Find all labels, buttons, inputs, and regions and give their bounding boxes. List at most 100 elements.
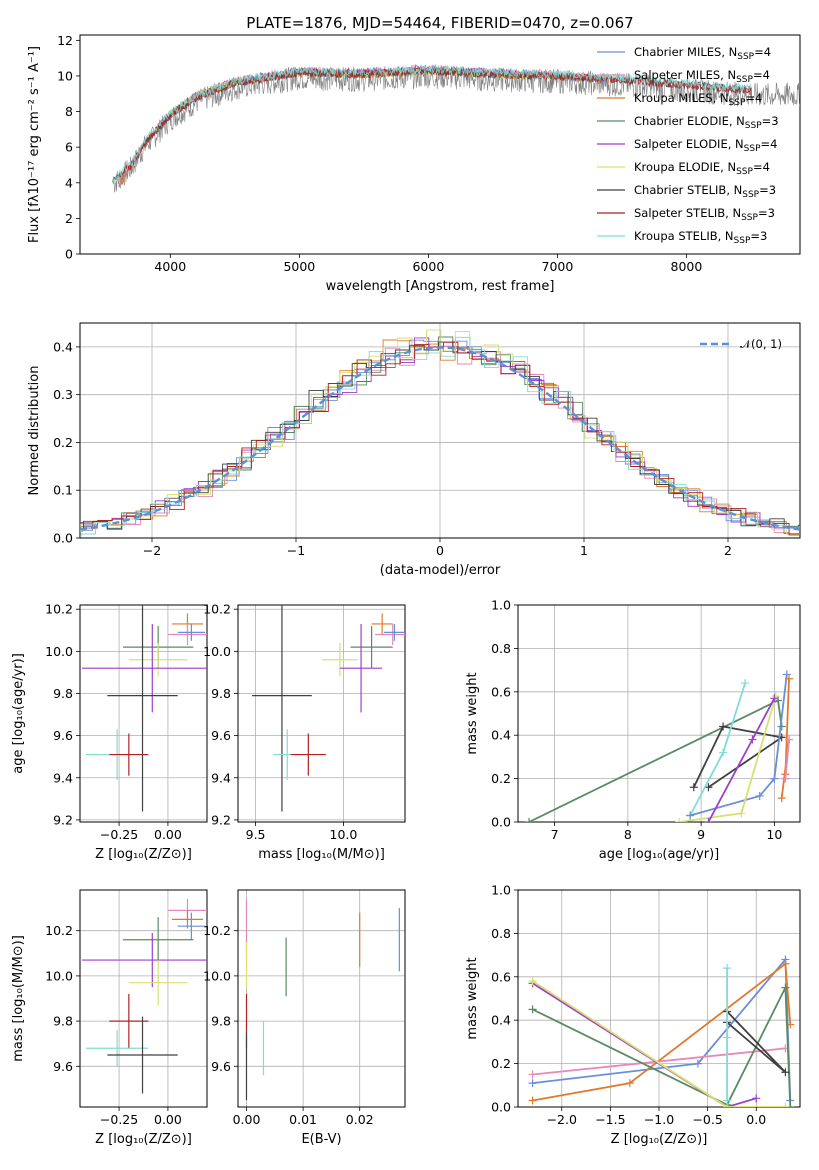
axes-frame xyxy=(517,889,801,1108)
x-tick-label: 9.5 xyxy=(246,827,266,842)
weight-marker xyxy=(625,1079,634,1088)
x-tick-label: −1.5 xyxy=(595,1112,625,1127)
axes-frame xyxy=(79,322,801,539)
legend-value: =4 xyxy=(753,68,770,82)
weight-marker xyxy=(704,818,713,822)
axes-frame xyxy=(79,889,208,1108)
legend-subscript: SSP xyxy=(736,75,753,85)
histogram-step xyxy=(80,336,800,537)
weight-marker xyxy=(748,735,757,744)
x-tick-label: 7000 xyxy=(542,259,574,274)
x-axis-label: Z [log₁₀(Z/Z⊙)] xyxy=(95,847,192,862)
x-tick-label: 10.0 xyxy=(330,827,358,842)
y-tick-label: 10.2 xyxy=(203,923,231,938)
legend-value: =4 xyxy=(753,160,770,174)
legend-subscript: SSP xyxy=(736,167,753,177)
panel-4: 7 8 9 10 0.0 0.2 0.4 0.6 0.8 1.0 age [log₁₀(age/yr… xyxy=(465,598,801,862)
y-tick-label: 10.0 xyxy=(45,968,73,983)
y-tick-label: 6 xyxy=(65,140,73,155)
y-tick-label: 8 xyxy=(65,104,73,119)
legend-entry: Salpeter STELIB, NSSP=3 xyxy=(634,206,775,223)
y-axis-label: mass weight xyxy=(465,957,480,1039)
weight-marker xyxy=(741,679,750,688)
legend-entry: Salpeter MILES, NSSP=4 xyxy=(634,68,770,85)
axes-frame xyxy=(237,889,406,1108)
y-tick-label: 0.4 xyxy=(491,728,511,743)
y-tick-label: 0.8 xyxy=(491,641,511,656)
y-axis-label: Flux [fλ10⁻¹⁷ erg cm⁻² s⁻¹ A⁻¹] xyxy=(27,46,42,243)
x-axis-label: wavelength [Angstrom, rest frame] xyxy=(326,279,555,294)
panel-2: −0.25 0.00 9.2 9.4 9.6 9.8 10.0 10.2 Z [log₁₀(Z/… xyxy=(11,602,208,862)
weight-marker xyxy=(719,722,728,731)
chart-title: PLATE=1876, MJD=54464, FIBERID=0470, z=0… xyxy=(246,14,633,32)
weight-marker xyxy=(737,809,746,818)
panel-6: 0.00 0.01 0.02 9.6 9.8 10.0 10.2 E(B-V) xyxy=(203,889,406,1147)
legend-value: =3 xyxy=(750,229,767,243)
weight-marker xyxy=(528,1079,537,1088)
y-tick-label: 0.8 xyxy=(491,926,511,941)
x-tick-label: 0.00 xyxy=(233,1112,261,1127)
y-tick-label: 9.6 xyxy=(211,728,231,743)
x-tick-label: 0.0 xyxy=(746,1112,766,1127)
weight-marker xyxy=(528,1070,537,1079)
x-tick-label: 8 xyxy=(624,827,632,842)
model-spectrum-line xyxy=(111,64,752,184)
weight-line xyxy=(689,682,746,816)
weight-marker xyxy=(528,1096,537,1105)
x-tick-label: 0.02 xyxy=(346,1112,374,1127)
weight-marker xyxy=(675,818,684,822)
y-tick-label: 10.2 xyxy=(45,602,73,617)
legend-entry: Chabrier ELODIE, NSSP=3 xyxy=(634,114,779,131)
x-axis-label: E(B-V) xyxy=(301,1132,341,1147)
legend-entry: Salpeter ELODIE, NSSP=4 xyxy=(634,137,777,154)
legend-subscript: SSP xyxy=(737,52,754,62)
y-tick-label: 10.2 xyxy=(45,923,73,938)
y-tick-label: 10.0 xyxy=(203,968,231,983)
histograms xyxy=(80,329,800,537)
legend: Chabrier MILES, NSSP=4 Salpeter MILES, NS… xyxy=(597,45,779,246)
x-tick-label: 9 xyxy=(697,827,705,842)
x-tick-label: 5000 xyxy=(283,259,315,274)
weight-marker xyxy=(781,959,790,968)
error-bars xyxy=(81,605,207,812)
x-tick-label: 1 xyxy=(580,543,588,558)
legend-value: =3 xyxy=(759,183,776,197)
x-axis-label: (data-model)/error xyxy=(380,563,501,578)
y-tick-label: 0.2 xyxy=(491,771,511,786)
y-tick-label: 9.2 xyxy=(53,812,73,827)
y-tick-label: 2 xyxy=(65,211,73,226)
x-tick-label: 8000 xyxy=(671,259,703,274)
weight-marker xyxy=(786,1103,795,1107)
x-tick-label: 0 xyxy=(436,543,444,558)
x-tick-label: −2 xyxy=(143,543,161,558)
weight-marker xyxy=(777,794,786,803)
histogram-step xyxy=(80,336,800,535)
y-tick-label: 9.8 xyxy=(211,1014,231,1029)
legend-subscript: SSP xyxy=(734,236,751,246)
x-tick-label: −1 xyxy=(287,543,305,558)
x-tick-label: −0.5 xyxy=(692,1112,722,1127)
weight-line xyxy=(532,962,792,1102)
x-tick-label: 2 xyxy=(724,543,732,558)
y-tick-label: 10.0 xyxy=(45,644,73,659)
weight-lines xyxy=(524,670,794,822)
weight-marker xyxy=(528,977,537,986)
weight-marker xyxy=(719,748,728,757)
legend-entry: Kroupa STELIB, NSSP=3 xyxy=(634,229,767,246)
x-axis-label: Z [log₁₀(Z/Z⊙)] xyxy=(611,1132,708,1147)
weight-line xyxy=(532,957,792,1101)
y-tick-label: 9.2 xyxy=(211,812,231,827)
weight-marker xyxy=(723,964,732,973)
y-tick-label: 4 xyxy=(65,175,73,190)
y-tick-label: 9.6 xyxy=(211,1059,231,1074)
weight-line xyxy=(532,1047,786,1076)
x-tick-label: 0.00 xyxy=(154,1112,182,1127)
weight-marker xyxy=(781,1103,790,1107)
y-tick-label: 9.6 xyxy=(53,1059,73,1074)
y-tick-label: 0.3 xyxy=(53,387,73,402)
error-bars xyxy=(245,899,400,1101)
weight-marker xyxy=(781,983,790,992)
axes-frame xyxy=(79,604,208,823)
histogram-step xyxy=(80,337,800,529)
